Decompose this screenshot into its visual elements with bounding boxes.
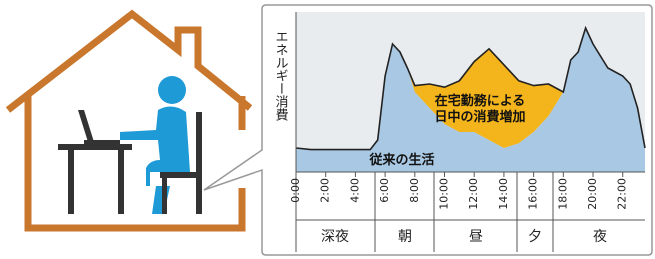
x-tick-label: 0:00 — [289, 178, 302, 203]
period-label: 夜 — [593, 229, 607, 245]
period-label: 深夜 — [321, 229, 349, 245]
x-tick-label: 10:00 — [438, 178, 451, 210]
page: エネルギー消費 深夜 朝 昼 夕 夜 0:00 2:00 4:00 6:00 8:00 1… — [0, 0, 655, 259]
series-label: 従来の生活 — [362, 153, 442, 169]
desk — [58, 110, 132, 214]
x-tick-label: 4:00 — [348, 178, 361, 203]
period-label: 朝 — [398, 229, 412, 245]
x-tick-label: 6:00 — [378, 178, 391, 203]
period-label: 夕 — [528, 229, 542, 245]
x-tick-label: 16:00 — [527, 178, 540, 210]
x-tick-label: 8:00 — [408, 178, 421, 203]
y-axis-label: エネルギー消費 — [273, 30, 289, 121]
house-illustration — [8, 14, 250, 228]
period-label: 昼 — [469, 229, 483, 245]
x-tick-label: 12:00 — [467, 178, 480, 210]
x-tick-label: 14:00 — [497, 178, 510, 210]
chart: エネルギー消費 深夜 朝 昼 夕 夜 0:00 2:00 4:00 6:00 8:00 1… — [0, 0, 655, 259]
x-tick-label: 22:00 — [616, 178, 629, 210]
x-tick-label: 2:00 — [319, 178, 332, 203]
series-label: 在宅勤務による日中の消費増加 — [432, 94, 528, 126]
x-tick-label: 18:00 — [556, 178, 569, 210]
x-tick-label: 20:00 — [586, 178, 599, 210]
